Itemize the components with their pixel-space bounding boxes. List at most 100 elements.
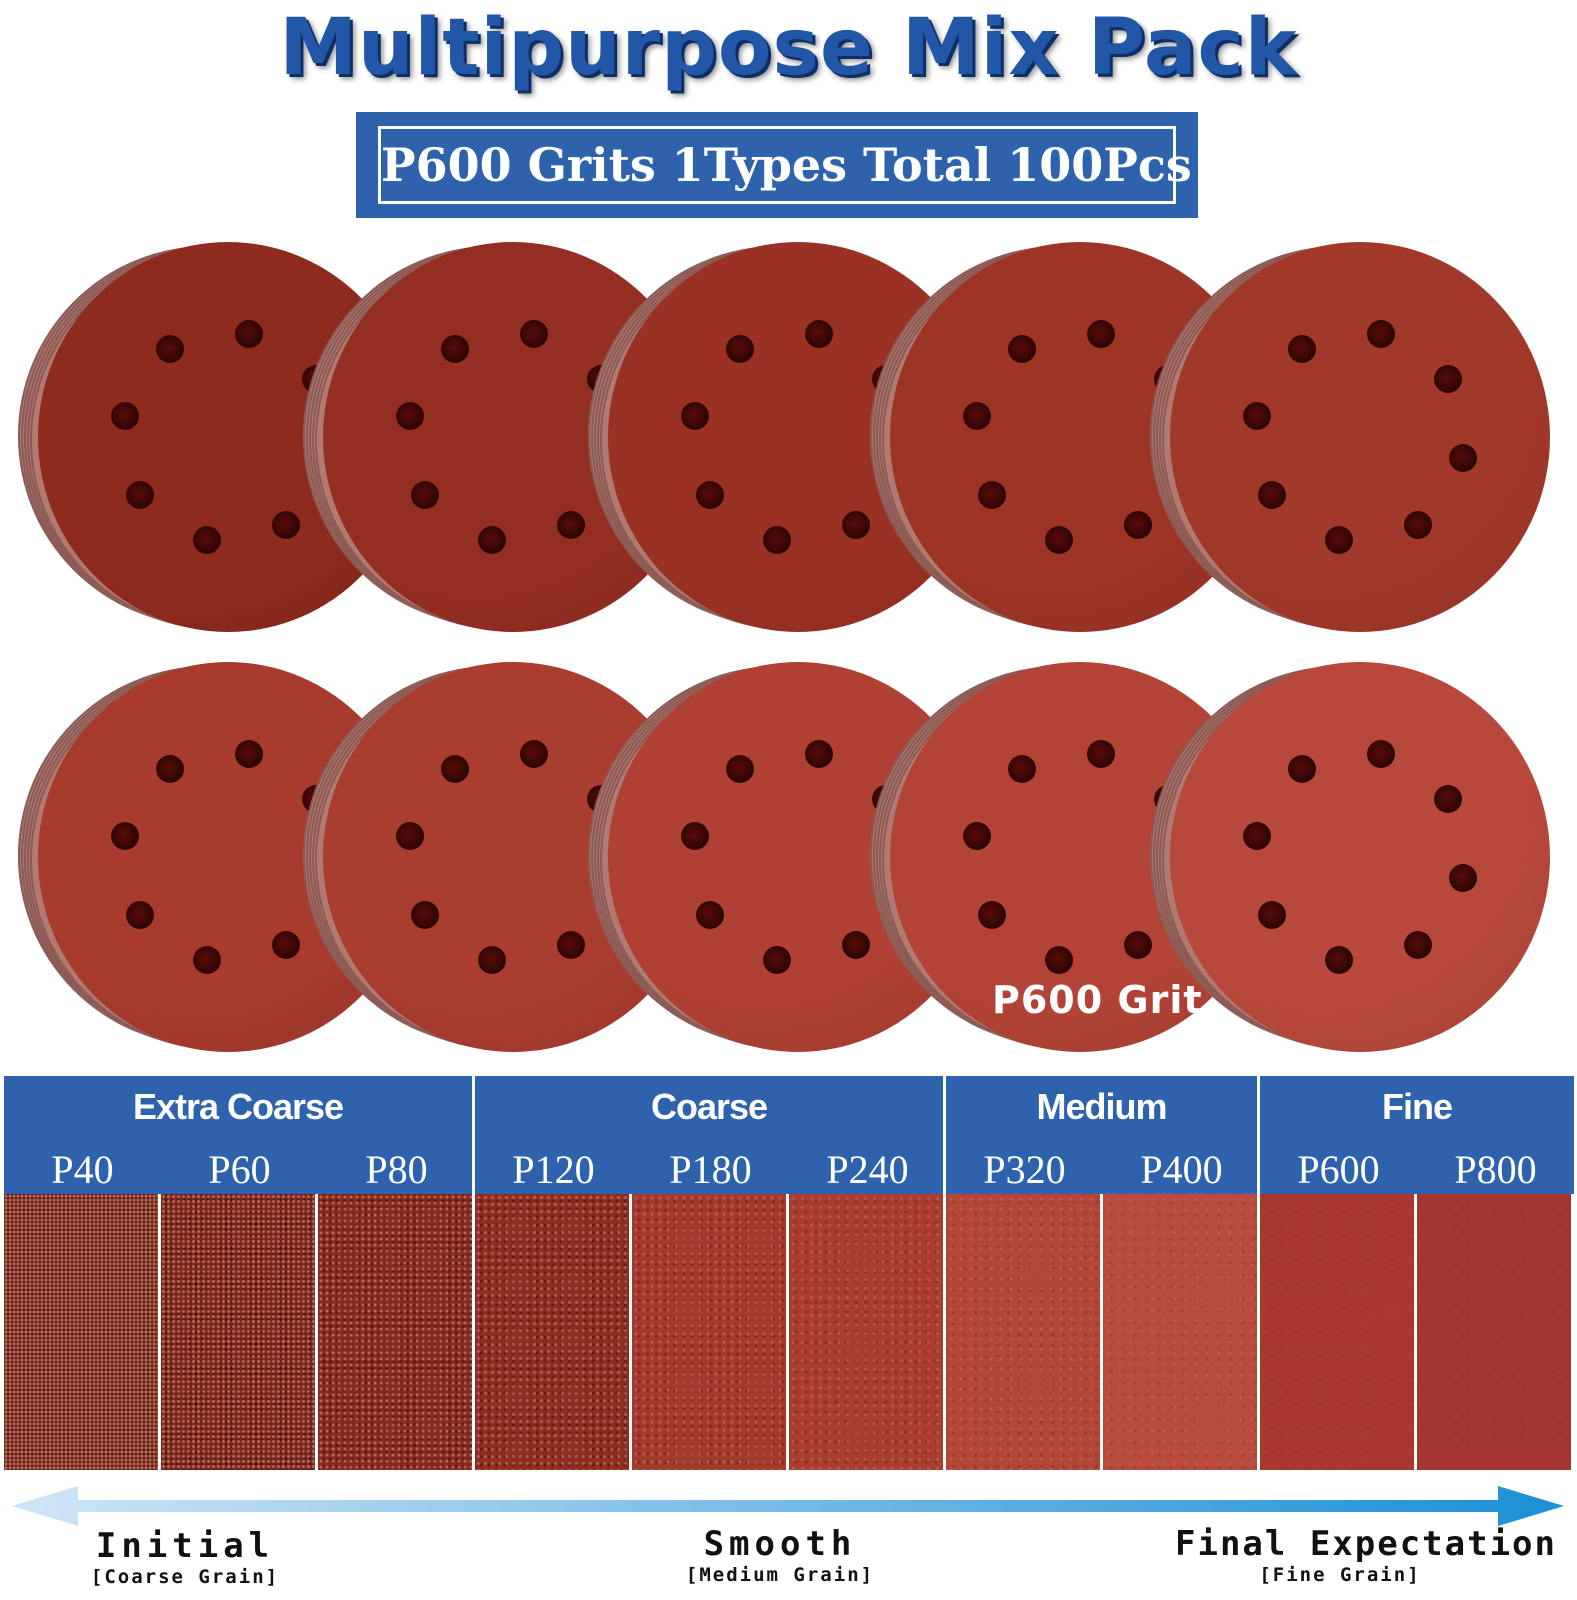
- grit-swatch: [789, 1194, 943, 1470]
- disc-hole: [725, 335, 754, 364]
- disc-hole: [126, 481, 155, 510]
- grit-category-header: Extra Coarse P40 P60 P80 Coarse P120 P18…: [4, 1076, 1574, 1194]
- disc-hole: [1366, 320, 1395, 349]
- category-medium: Medium P320 P400: [946, 1076, 1260, 1194]
- disc-hole: [478, 525, 507, 554]
- scale-middle-label: Smooth: [703, 1524, 857, 1564]
- disc-hole: [111, 402, 140, 431]
- disc-hole: [763, 945, 792, 974]
- category-name: Medium: [1036, 1086, 1167, 1127]
- disc-hole: [681, 822, 710, 851]
- disc-hole: [804, 320, 833, 349]
- subtitle-text: P600 Grits 1Types Total 100Pcs: [378, 126, 1192, 204]
- disc-hole: [696, 901, 725, 930]
- disc-hole: [1287, 335, 1316, 364]
- sanding-disc-stack: [1150, 242, 1550, 642]
- grit-label-p400: P400: [1140, 1147, 1223, 1192]
- disc-hole: [396, 822, 425, 851]
- scale-start-sub: [Coarse Grain]: [90, 1566, 280, 1588]
- disc-hole: [519, 320, 548, 349]
- grit-label-p120: P120: [512, 1147, 595, 1192]
- grit-label-p80: P80: [365, 1147, 428, 1192]
- disc-hole: [1433, 784, 1462, 813]
- disc-hole: [963, 822, 992, 851]
- disc-hole: [1007, 755, 1036, 784]
- disc-hole: [478, 945, 507, 974]
- disc-hole: [440, 755, 469, 784]
- disc-face: [1170, 662, 1550, 1052]
- disc-hole: [272, 510, 301, 539]
- disc-hole: [681, 402, 710, 431]
- disc-hole: [193, 525, 222, 554]
- page-title: Multipurpose Mix Pack: [279, 3, 1298, 93]
- scale-start-label: Initial: [95, 1526, 275, 1566]
- grit-swatch: [161, 1194, 315, 1470]
- disc-hole: [1325, 945, 1354, 974]
- disc-hole: [842, 930, 871, 959]
- disc-hole: [763, 525, 792, 554]
- disc-hole: [978, 481, 1007, 510]
- disc-hole: [396, 402, 425, 431]
- disc-hole: [1243, 402, 1272, 431]
- grit-label-p800: P800: [1454, 1147, 1537, 1192]
- grit-swatch: [475, 1194, 629, 1470]
- grit-swatch: [318, 1194, 472, 1470]
- disc-hole: [1045, 945, 1074, 974]
- disc-hole: [272, 930, 301, 959]
- grit-swatch: [632, 1194, 786, 1470]
- disc-hole: [155, 755, 184, 784]
- disc-hole: [411, 901, 440, 930]
- category-name: Fine: [1381, 1086, 1453, 1127]
- sanding-disc-stack: [303, 662, 703, 1062]
- disc-hole: [111, 822, 140, 851]
- disc-hole: [1258, 481, 1287, 510]
- disc-hole: [1448, 863, 1477, 892]
- grit-label-p180: P180: [669, 1147, 752, 1192]
- disc-hole: [842, 510, 871, 539]
- sanding-disc-gallery: [0, 230, 1577, 1060]
- disc-hole: [1086, 740, 1115, 769]
- sanding-disc-stack: [1150, 662, 1550, 1062]
- disc-hole: [440, 335, 469, 364]
- disc-hole: [963, 402, 992, 431]
- scale-middle-sub: [Medium Grain]: [685, 1564, 875, 1586]
- disc-hole: [411, 481, 440, 510]
- disc-hole: [519, 740, 548, 769]
- grit-swatch: [1103, 1194, 1257, 1470]
- disc-hole: [1086, 320, 1115, 349]
- disc-hole: [1404, 510, 1433, 539]
- category-name: Extra Coarse: [132, 1086, 344, 1127]
- disc-hole: [1366, 740, 1395, 769]
- disc-hole: [1243, 822, 1272, 851]
- subtitle-banner: P600 Grits 1Types Total 100Pcs: [356, 112, 1198, 218]
- grit-label-p60: P60: [208, 1147, 271, 1192]
- disc-hole: [557, 930, 586, 959]
- disc-hole: [234, 320, 263, 349]
- disc-hole: [1258, 901, 1287, 930]
- grit-label-p240: P240: [826, 1147, 909, 1192]
- disc-hole: [1124, 510, 1153, 539]
- disc-hole: [1124, 930, 1153, 959]
- progress-arrow: [12, 1486, 1564, 1526]
- disc-hole: [155, 335, 184, 364]
- disc-hole: [978, 901, 1007, 930]
- category-fine: Fine P600 P800: [1260, 1076, 1574, 1194]
- grit-swatch-row: [4, 1194, 1574, 1470]
- scale-end-label: Final Expectation: [1175, 1524, 1557, 1564]
- grit-label-p320: P320: [983, 1147, 1066, 1192]
- disc-hole: [1045, 525, 1074, 554]
- disc-hole: [126, 901, 155, 930]
- category-name: Coarse: [650, 1086, 768, 1127]
- category-coarse: Coarse P120 P180 P240: [475, 1076, 946, 1194]
- disc-hole: [1325, 525, 1354, 554]
- category-extra-coarse: Extra Coarse P40 P60 P80: [4, 1076, 475, 1194]
- disc-hole: [804, 740, 833, 769]
- disc-hole: [1007, 335, 1036, 364]
- disc-grit-label: P600 Grit: [992, 978, 1203, 1022]
- grit-swatch: [4, 1194, 158, 1470]
- disc-hole: [1404, 930, 1433, 959]
- disc-hole: [234, 740, 263, 769]
- grit-swatch: [1417, 1194, 1571, 1470]
- scale-end-sub: [Fine Grain]: [1259, 1564, 1421, 1586]
- disc-hole: [193, 945, 222, 974]
